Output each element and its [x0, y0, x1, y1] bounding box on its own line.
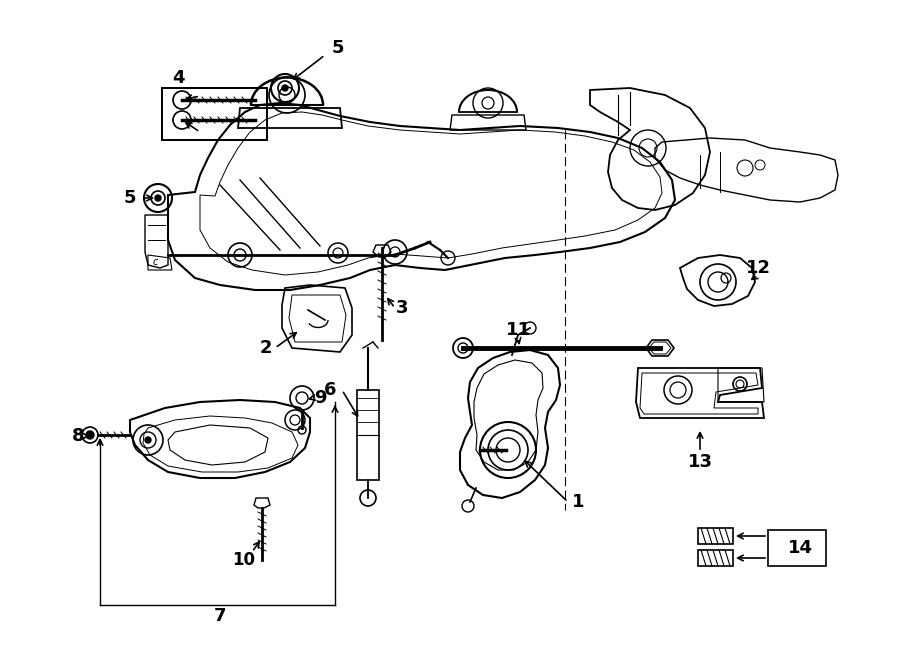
Bar: [698, 550, 733, 566]
Text: 14: 14: [788, 539, 813, 557]
Text: 8: 8: [72, 427, 85, 445]
Circle shape: [86, 431, 94, 439]
Bar: [768, 530, 826, 566]
Text: 3: 3: [396, 299, 409, 317]
Text: 1: 1: [572, 493, 584, 511]
Text: 2: 2: [260, 339, 272, 357]
Bar: [698, 528, 733, 544]
Circle shape: [145, 437, 151, 443]
Text: c: c: [152, 257, 158, 267]
Text: 5: 5: [124, 189, 136, 207]
Text: 4: 4: [172, 69, 184, 87]
Polygon shape: [254, 498, 270, 508]
Circle shape: [282, 85, 288, 91]
Bar: [162, 88, 267, 140]
Text: 13: 13: [688, 453, 713, 471]
Text: 6: 6: [324, 381, 337, 399]
Text: 12: 12: [745, 259, 770, 277]
Text: 9: 9: [314, 389, 326, 407]
Text: 5: 5: [332, 39, 344, 57]
Text: 7: 7: [214, 607, 226, 625]
Bar: [162, 88, 267, 140]
Bar: [357, 390, 379, 480]
Text: 11: 11: [506, 321, 530, 339]
Text: 10: 10: [232, 551, 256, 569]
Circle shape: [155, 195, 161, 201]
